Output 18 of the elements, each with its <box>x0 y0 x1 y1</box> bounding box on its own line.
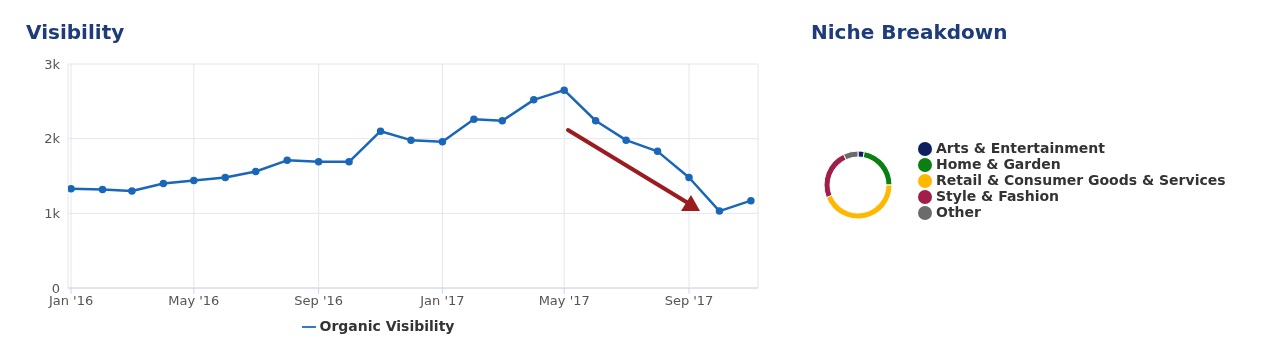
legend-label: Retail & Consumer Goods & Services <box>936 172 1226 188</box>
y-tick-label: 2k <box>44 131 61 147</box>
chart-title: Niche Breakdown <box>811 20 1009 46</box>
x-tick-label: May '16 <box>168 293 220 309</box>
x-tick-label: Jan '16 <box>47 293 94 309</box>
chart-title: Visibility <box>26 20 126 46</box>
y-tick-label: 0 <box>51 280 60 296</box>
x-tick-label: Sep '17 <box>664 293 714 309</box>
legend-label: Other <box>936 204 981 220</box>
legend-label: Style & Fashion <box>936 188 1060 204</box>
y-tick-label: 1k <box>44 205 61 221</box>
legend-label: Arts & Entertainment <box>936 140 1105 156</box>
y-tick-label: 3k <box>44 56 61 72</box>
x-tick-label: May '17 <box>538 293 590 309</box>
x-tick-label: Jan '17 <box>419 293 465 309</box>
x-tick-label: Sep '16 <box>294 293 344 309</box>
legend-label: Home & Garden <box>936 156 1061 172</box>
legend-label: Organic Visibility <box>319 318 455 334</box>
